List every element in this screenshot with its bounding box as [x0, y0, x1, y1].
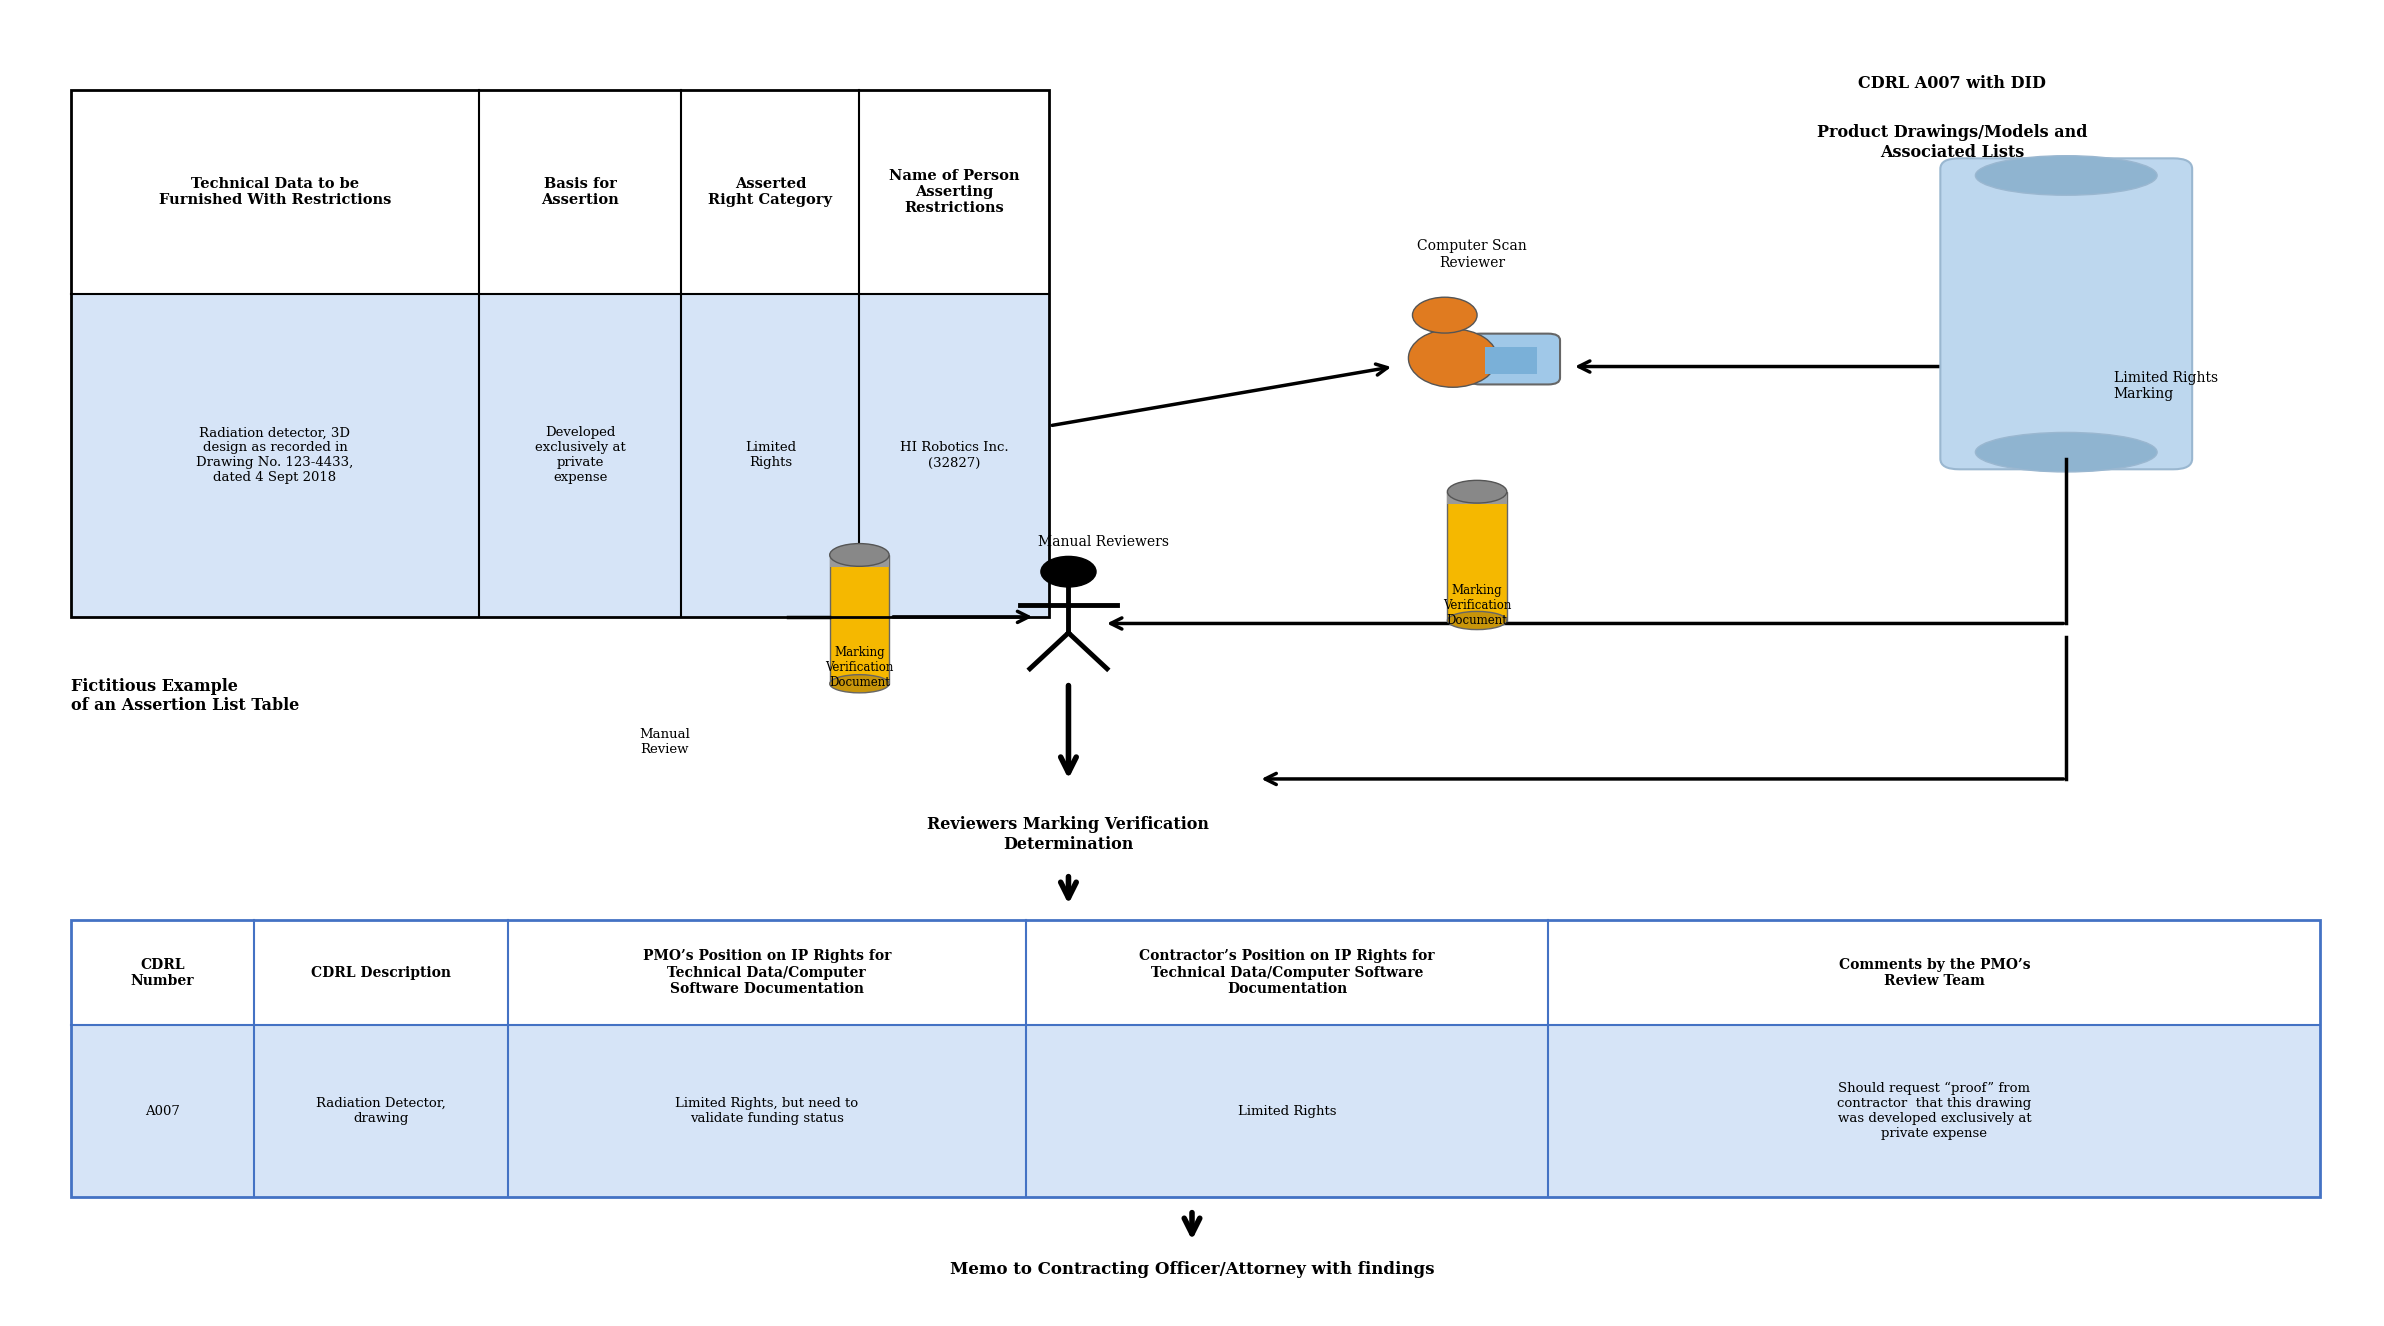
Text: Limited Rights
Marking: Limited Rights Marking [2115, 371, 2217, 402]
Circle shape [1411, 297, 1478, 333]
Text: Technical Data to be
Furnished With Restrictions: Technical Data to be Furnished With Rest… [160, 176, 391, 207]
Bar [1485, 347, 1538, 374]
Text: Fictitious Example
of an Assertion List Table: Fictitious Example of an Assertion List … [72, 678, 298, 715]
Text: Comments by the PMO’s
Review Team: Comments by the PMO’s Review Team [1838, 957, 2031, 988]
Text: Name of Person
Asserting
Restrictions: Name of Person Asserting Restrictions [889, 168, 1020, 215]
Ellipse shape [1976, 155, 2158, 195]
Ellipse shape [1409, 329, 1497, 387]
Bar [72, 1025, 2320, 1196]
Ellipse shape [1976, 432, 2158, 472]
Text: Reviewers Marking Verification
Determination: Reviewers Marking Verification Determina… [927, 815, 1209, 853]
Text: Computer Scan
Reviewer: Computer Scan Reviewer [1418, 240, 1528, 269]
Bar [72, 920, 2320, 1025]
Bar [72, 294, 1049, 617]
Bar [1447, 492, 1507, 504]
Bar [72, 90, 1049, 294]
FancyBboxPatch shape [1941, 158, 2193, 469]
Ellipse shape [830, 544, 889, 566]
Bar [830, 556, 889, 684]
Bar [830, 556, 889, 568]
Text: Asserted
Right Category: Asserted Right Category [708, 176, 832, 207]
Text: PMO’s Position on IP Rights for
Technical Data/Computer
Software Documentation: PMO’s Position on IP Rights for Technica… [644, 949, 892, 996]
Text: Contractor’s Position on IP Rights for
Technical Data/Computer Software
Document: Contractor’s Position on IP Rights for T… [1140, 949, 1435, 996]
Text: Limited Rights, but need to
validate funding status: Limited Rights, but need to validate fun… [675, 1097, 858, 1124]
Text: Marking
Verification
Document: Marking Verification Document [825, 646, 894, 690]
Bar [72, 920, 2320, 1196]
Text: Developed
exclusively at
private
expense: Developed exclusively at private expense [534, 427, 625, 484]
Circle shape [1042, 557, 1097, 587]
Text: HI Robotics Inc.
(32827): HI Robotics Inc. (32827) [901, 442, 1008, 469]
Text: Manual
Review: Manual Review [639, 728, 689, 756]
Text: Manual Reviewers: Manual Reviewers [1037, 534, 1168, 549]
Text: Product Drawings/Models and
Associated Lists: Product Drawings/Models and Associated L… [1817, 125, 2088, 160]
Text: Radiation Detector,
drawing: Radiation Detector, drawing [315, 1097, 446, 1124]
Ellipse shape [1447, 611, 1507, 630]
Text: CDRL A007 with DID: CDRL A007 with DID [1857, 74, 2045, 91]
Ellipse shape [830, 675, 889, 693]
Ellipse shape [1447, 480, 1507, 503]
Bar [72, 90, 1049, 617]
Text: Marking
Verification
Document: Marking Verification Document [1442, 583, 1511, 627]
Text: Memo to Contracting Officer/Attorney with findings: Memo to Contracting Officer/Attorney wit… [949, 1261, 1435, 1278]
Text: Should request “proof” from
contractor  that this drawing
was developed exclusiv: Should request “proof” from contractor t… [1838, 1082, 2031, 1140]
Text: Radiation detector, 3D
design as recorded in
Drawing No. 123-4433,
dated 4 Sept : Radiation detector, 3D design as recorde… [195, 427, 353, 484]
Text: Basis for
Assertion: Basis for Assertion [541, 176, 620, 207]
Text: Limited Rights: Limited Rights [1237, 1105, 1337, 1118]
Text: CDRL Description: CDRL Description [310, 965, 451, 980]
Text: Limited
Rights: Limited Rights [744, 442, 796, 469]
Bar [1447, 492, 1507, 621]
Text: A007: A007 [145, 1105, 179, 1118]
FancyBboxPatch shape [1469, 334, 1559, 385]
Text: CDRL
Number: CDRL Number [131, 957, 193, 988]
